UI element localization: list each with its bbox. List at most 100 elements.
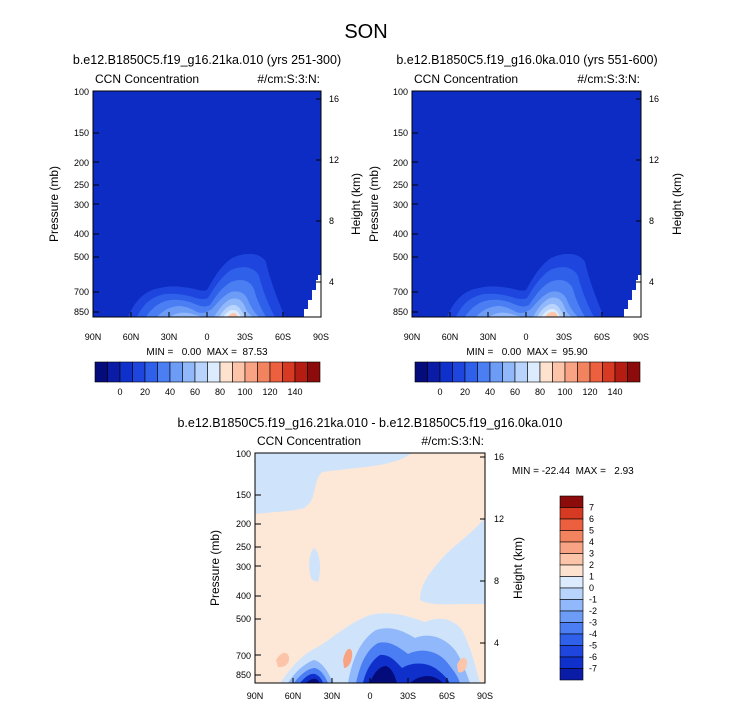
panel-title: b.e12.B1850C5.f19_g16.21ka.010 (yrs 251-… [73,53,341,67]
colorbar-swatch [464,361,478,383]
height-tick-label: 12 [494,514,504,524]
colorbar-swatch [132,361,146,383]
colorbar-swatch [269,361,283,383]
x-tick-label: 0 [523,332,528,342]
height-tick-label: 16 [329,94,339,104]
colorbar-swatch [564,361,578,383]
colorbar-label: 60 [510,387,520,397]
colorbar-swatch [514,361,528,383]
x-tick-label: 30S [556,332,572,342]
y-tick-label: 300 [236,562,251,572]
field-background [93,91,321,317]
x-tick-label: 30N [480,332,497,342]
colorbar-label: 7 [589,503,594,513]
colorbar-label: 6 [589,514,594,524]
colorbar-swatch [427,361,441,383]
height-tick-label: 12 [329,155,339,165]
height-axis-title: Height (km) [670,173,684,235]
colorbar-swatch [294,361,308,383]
colorbar-swatch [119,361,133,383]
negative-band-6 [300,654,450,683]
y-tick-label: 300 [393,200,408,210]
x-ticks [449,312,603,317]
y-tick-label: 850 [236,670,251,680]
colorbar-swatch [144,361,158,383]
colorbar-label: 4 [589,537,594,547]
contour-field [255,453,485,683]
colorbar-swatch [559,553,584,566]
colorbar-swatch [559,633,584,646]
colorbar-swatch [559,587,584,600]
colorbar-label: -1 [589,595,597,605]
colorbar-swatch [559,564,584,577]
y-tick-label: 500 [74,252,89,262]
x-tick-label: 0 [367,691,372,701]
topography-mask [304,275,321,317]
y-tick-label: 150 [236,490,251,500]
height-tick-label: 16 [494,452,504,462]
negative-band-8 [306,666,443,683]
y-axis-title: Pressure (mb) [47,166,61,242]
panel-title: b.e12.B1850C5.f19_g16.21ka.010 - b.e12.B… [177,416,562,430]
colorbar-swatch [157,361,171,383]
x-tick-label: 90N [404,332,421,342]
height-tick-label: 12 [649,155,659,165]
y-tick-label: 700 [74,287,89,297]
x-tick-label: 0 [204,332,209,342]
colorbar-label: 60 [190,387,200,397]
colorbar-swatch [559,507,584,520]
colorbar-swatch [194,361,208,383]
height-tick-label: 4 [494,638,499,648]
field-background [412,91,641,317]
colorbar-label: 40 [165,387,175,397]
negative-blob-tropical-upper [309,548,321,582]
colorbar-label: -3 [589,618,597,628]
y-axis-title: Pressure (mb) [367,166,381,242]
panel-21ka: b.e12.B1850C5.f19_g16.21ka.010 (yrs 251-… [47,53,363,397]
units-label: #/cm:S:3:N: [257,72,320,86]
y-tick-label: 500 [393,252,408,262]
y-tick-label: 100 [74,87,89,97]
figure-title: SON [344,21,387,43]
positive-wisp [343,648,353,668]
x-tick-label: 60S [275,332,291,342]
height-tick-label: 4 [649,277,654,287]
colorbar-swatch [477,361,491,383]
units-label: #/cm:S:3:N: [577,72,640,86]
colorbar-swatch [452,361,466,383]
x-tick-label: 90N [85,332,102,342]
x-ticks [292,678,448,683]
colorbar-label: 2 [589,560,594,570]
height-tick-label: 8 [329,216,334,226]
min-max-label: MIN = -22.44 MAX = 2.93 [512,466,634,477]
y-tick-label: 400 [236,591,251,601]
y-tick-label: 200 [236,519,251,529]
y-tick-labels: 100 150 200 250 300 400 500 700 850 [393,87,408,317]
height-tick-label: 16 [649,94,659,104]
y-tick-label: 200 [393,158,408,168]
x-tick-label: 60N [285,691,302,701]
colorbar-swatch [219,361,233,383]
variable-label: CCN Concentration [95,72,199,86]
topography-mask [624,275,641,317]
colorbar-swatch [559,668,584,681]
y-tick-label: 400 [393,229,408,239]
x-tick-label: 30S [237,332,253,342]
y-tick-label: 400 [74,229,89,239]
colorbar-swatch [502,361,516,383]
colorbar-label: -2 [589,606,597,616]
colorbar-swatch [559,495,584,508]
colorbar-swatch [627,361,641,383]
y-tick-label: 150 [393,128,408,138]
colorbar-label: 40 [485,387,495,397]
min-max-label: MIN = 0.00 MAX = 95.90 [466,347,588,358]
colorbar-swatch [614,361,628,383]
colorbar-label: 120 [262,387,277,397]
y-tick-labels: 100 150 200 250 300 400 500 700 850 [74,87,89,317]
colorbar-swatch [414,361,428,383]
colorbar-label: 5 [589,526,594,536]
colorbar-swatch [182,361,196,383]
colorbar-swatch [489,361,503,383]
height-axis-title: Height (km) [349,173,363,235]
colorbar-label: 80 [215,387,225,397]
